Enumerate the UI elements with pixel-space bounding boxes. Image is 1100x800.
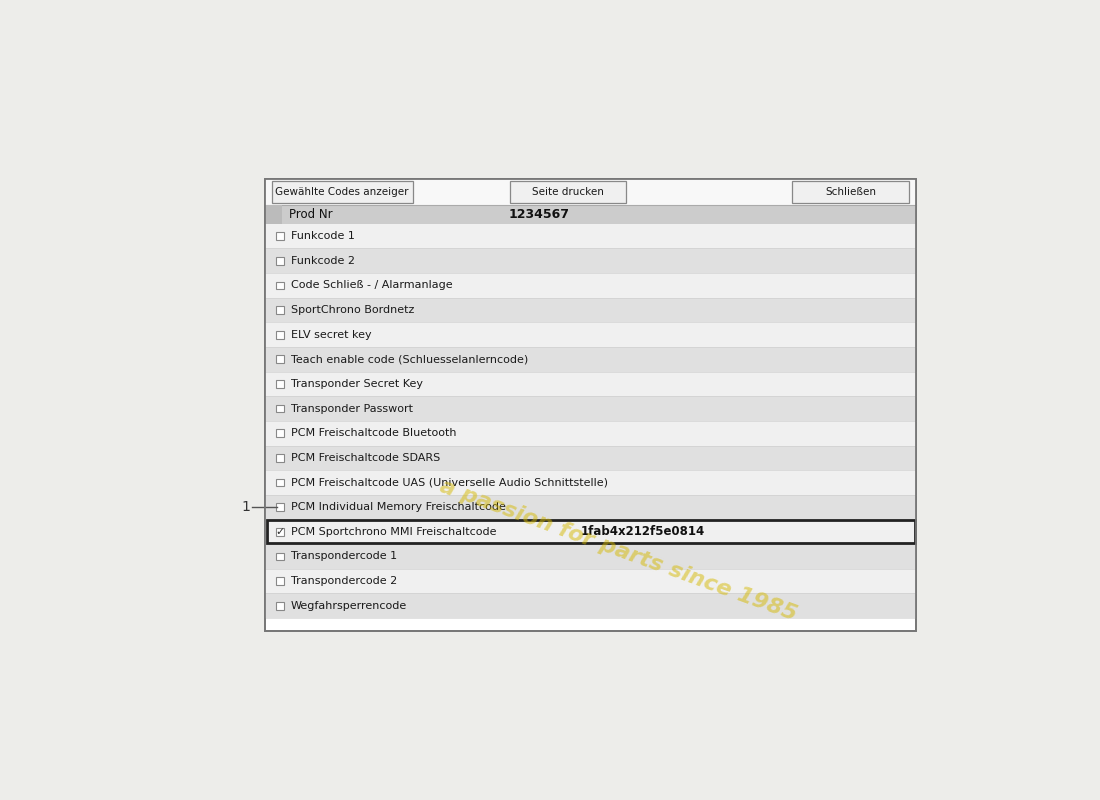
Bar — [265, 206, 283, 224]
Bar — [276, 405, 284, 413]
Text: Schließen: Schließen — [825, 187, 876, 198]
Bar — [265, 347, 916, 372]
Bar — [265, 519, 916, 544]
Bar — [265, 470, 916, 495]
Bar — [276, 282, 284, 290]
Text: ELV secret key: ELV secret key — [292, 330, 372, 340]
Bar — [265, 544, 916, 569]
Text: PCM Freischaltcode UAS (Universelle Audio Schnittstelle): PCM Freischaltcode UAS (Universelle Audi… — [292, 478, 608, 487]
Bar — [276, 380, 284, 388]
Text: ✓: ✓ — [275, 527, 285, 537]
Text: PCM Freischaltcode SDARS: PCM Freischaltcode SDARS — [292, 453, 440, 463]
Bar — [276, 331, 284, 338]
Bar — [276, 454, 284, 462]
Bar — [276, 553, 284, 560]
Text: Gewählte Codes anzeiger: Gewählte Codes anzeiger — [275, 187, 409, 198]
Text: Seite drucken: Seite drucken — [531, 187, 604, 198]
Bar — [276, 257, 284, 265]
Bar — [276, 355, 284, 363]
Text: 1: 1 — [242, 500, 251, 514]
Bar — [792, 182, 909, 203]
Text: Code Schließ - / Alarmanlage: Code Schließ - / Alarmanlage — [292, 281, 452, 290]
Text: Funkcode 1: Funkcode 1 — [292, 231, 355, 241]
Text: Teach enable code (Schluesselanlerncode): Teach enable code (Schluesselanlerncode) — [292, 354, 528, 364]
Bar — [276, 306, 284, 314]
Text: PCM Freischaltcode Bluetooth: PCM Freischaltcode Bluetooth — [292, 428, 456, 438]
Bar — [265, 372, 916, 396]
Bar — [276, 578, 284, 585]
Text: Wegfahrsperrencode: Wegfahrsperrencode — [292, 601, 407, 610]
Bar — [265, 495, 916, 519]
Bar — [265, 569, 916, 594]
Bar — [265, 249, 916, 273]
Text: 1234567: 1234567 — [508, 208, 570, 221]
Bar — [276, 503, 284, 511]
Bar — [276, 602, 284, 610]
Bar — [265, 396, 916, 421]
Text: a passion for parts since 1985: a passion for parts since 1985 — [437, 476, 800, 625]
Bar — [276, 232, 284, 240]
Text: Funkcode 2: Funkcode 2 — [292, 256, 355, 266]
Text: Transponder Passwort: Transponder Passwort — [292, 404, 412, 414]
Text: 1fab4x212f5e0814: 1fab4x212f5e0814 — [581, 526, 705, 538]
Bar — [509, 182, 626, 203]
Text: Transponder Secret Key: Transponder Secret Key — [292, 379, 424, 389]
Bar — [265, 179, 916, 206]
Bar — [276, 528, 284, 536]
Text: SportChrono Bordnetz: SportChrono Bordnetz — [292, 305, 415, 315]
Bar — [265, 273, 916, 298]
Bar — [265, 594, 916, 618]
Text: Prod Nr: Prod Nr — [288, 208, 332, 221]
Bar — [276, 430, 284, 437]
Bar — [265, 322, 916, 347]
Bar — [276, 478, 284, 486]
Bar — [265, 179, 916, 631]
Bar — [272, 182, 412, 203]
Text: Transpondercode 1: Transpondercode 1 — [292, 551, 397, 562]
Bar — [265, 446, 916, 470]
Bar — [265, 224, 916, 249]
Bar — [267, 520, 915, 543]
Text: PCM Sportchrono MMI Freischaltcode: PCM Sportchrono MMI Freischaltcode — [292, 527, 496, 537]
Bar — [265, 298, 916, 322]
Text: Transpondercode 2: Transpondercode 2 — [292, 576, 397, 586]
Ellipse shape — [448, 281, 913, 574]
Bar — [265, 206, 916, 224]
Bar — [265, 421, 916, 446]
Bar — [265, 179, 916, 631]
Text: PCM Individual Memory Freischaltcode: PCM Individual Memory Freischaltcode — [292, 502, 506, 512]
